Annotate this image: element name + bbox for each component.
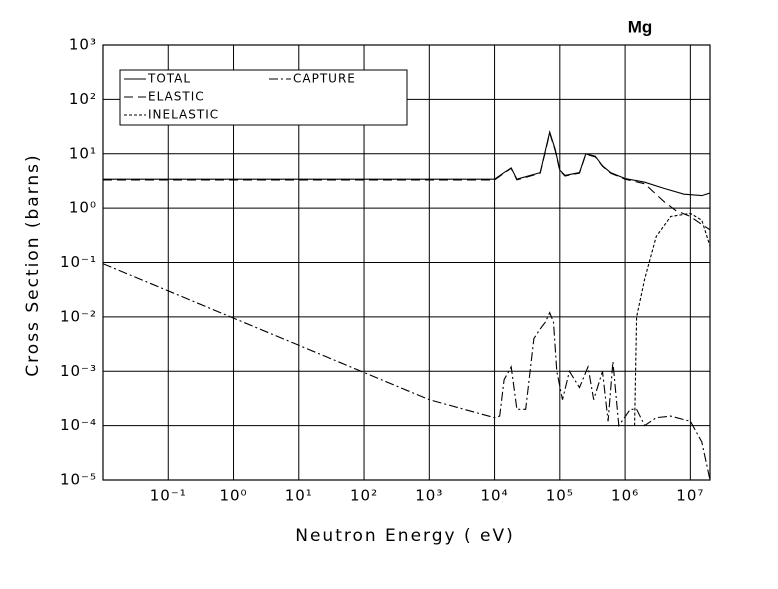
y-tick-label: 10⁻¹ xyxy=(60,253,97,271)
y-axis-title: Cross Section (barns) xyxy=(23,153,43,376)
legend-label: CAPTURE xyxy=(293,72,356,86)
y-tick-label: 10¹ xyxy=(69,144,97,162)
series-line xyxy=(103,263,710,480)
x-tick-label: 10⁷ xyxy=(676,487,704,505)
x-axis-title: Neutron Energy ( eV) xyxy=(295,526,515,546)
x-tick-label: 10⁻¹ xyxy=(150,487,187,505)
x-tick-label: 10⁶ xyxy=(611,487,639,505)
y-tick-label: 10⁻⁴ xyxy=(60,416,97,434)
series-line xyxy=(103,131,710,231)
y-tick-label: 10⁻⁵ xyxy=(60,471,97,489)
x-tick-label: 10⁴ xyxy=(481,487,509,505)
legend-label: INELASTIC xyxy=(148,108,219,122)
legend-label: TOTAL xyxy=(147,72,191,86)
y-tick-label: 10² xyxy=(69,90,97,108)
series-line xyxy=(634,212,710,426)
legend-label: ELASTIC xyxy=(148,90,205,104)
chart-title: Mg xyxy=(628,17,653,36)
y-tick-label: 10⁰ xyxy=(69,199,97,217)
legend-box xyxy=(119,69,408,126)
y-tick-label: 10⁻² xyxy=(60,307,97,325)
x-tick-label: 10⁰ xyxy=(219,487,247,505)
x-tick-label: 10¹ xyxy=(285,487,313,505)
x-tick-label: 10³ xyxy=(415,487,443,505)
x-tick-label: 10⁵ xyxy=(546,487,574,505)
plot-frame xyxy=(102,44,711,481)
x-tick-label: 10² xyxy=(350,487,378,505)
y-tick-label: 10⁻³ xyxy=(60,362,97,380)
y-tick-label: 10³ xyxy=(69,36,97,54)
